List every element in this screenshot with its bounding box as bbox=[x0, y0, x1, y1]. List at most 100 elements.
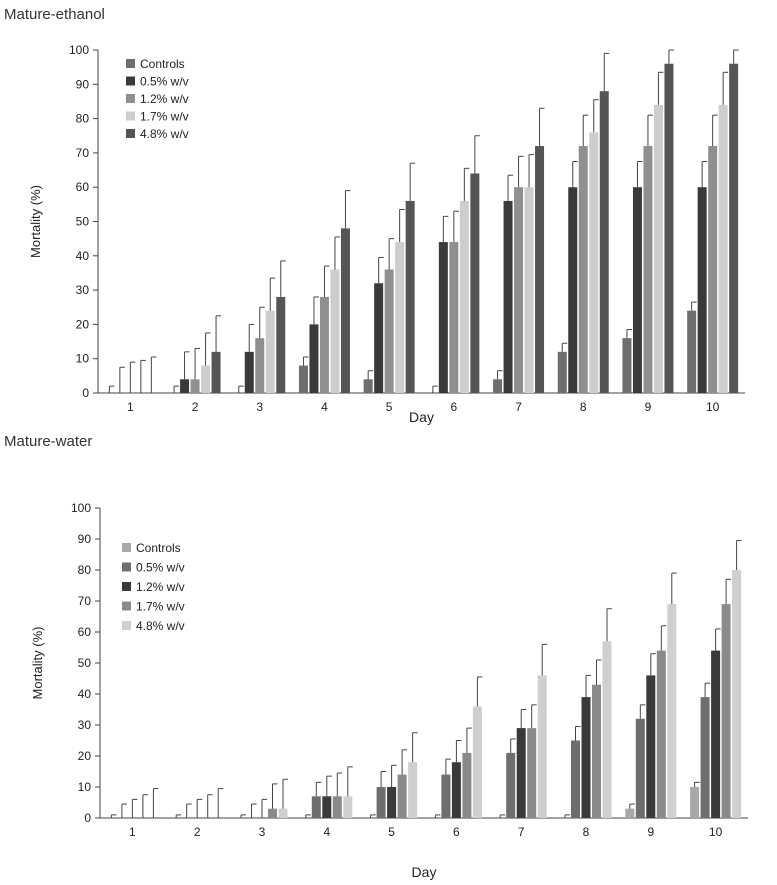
bar bbox=[535, 146, 545, 393]
legend-swatch bbox=[122, 543, 131, 552]
bar bbox=[255, 338, 265, 393]
x-tick-label: 6 bbox=[451, 400, 458, 414]
bar bbox=[599, 91, 609, 393]
y-tick-label: 20 bbox=[76, 317, 90, 331]
y-tick-label: 30 bbox=[76, 283, 90, 297]
y-tick-label: 50 bbox=[76, 215, 90, 229]
bar bbox=[622, 338, 632, 393]
bar bbox=[340, 228, 350, 393]
bar bbox=[278, 808, 288, 818]
bar bbox=[408, 762, 418, 818]
bar bbox=[711, 650, 721, 818]
y-tick-label: 80 bbox=[78, 563, 92, 577]
chart-title-water: Mature-water bbox=[4, 433, 93, 450]
y-tick-label: 30 bbox=[78, 718, 92, 732]
bar bbox=[438, 242, 448, 393]
bar bbox=[493, 379, 503, 393]
legend-label: 4.8% w/v bbox=[136, 619, 185, 633]
legend-swatch bbox=[126, 94, 135, 103]
y-tick-label: 10 bbox=[78, 780, 92, 794]
x-tick-label: 7 bbox=[515, 400, 522, 414]
bar bbox=[656, 650, 666, 818]
bar bbox=[718, 104, 728, 393]
bar bbox=[190, 379, 200, 393]
bar bbox=[503, 200, 513, 393]
legend-swatch bbox=[126, 129, 135, 138]
chart-title-ethanol: Mature-ethanol bbox=[4, 6, 105, 23]
bar bbox=[376, 787, 386, 818]
y-tick-label: 40 bbox=[78, 687, 92, 701]
bar bbox=[690, 787, 700, 818]
bar bbox=[568, 187, 578, 393]
legend-swatch bbox=[126, 111, 135, 121]
y-tick-label: 20 bbox=[78, 749, 92, 763]
legend-swatch bbox=[122, 562, 131, 572]
x-tick-label: 9 bbox=[647, 825, 654, 839]
bar bbox=[244, 351, 254, 393]
x-tick-label: 7 bbox=[518, 825, 525, 839]
x-tick-label: 10 bbox=[706, 400, 720, 414]
bar bbox=[472, 706, 482, 818]
legend-label: Controls bbox=[136, 541, 181, 555]
y-tick-label: 0 bbox=[84, 811, 91, 825]
x-tick-label: 5 bbox=[388, 825, 395, 839]
y-tick-label: 10 bbox=[76, 352, 90, 366]
bar bbox=[514, 187, 524, 393]
legend-label: Controls bbox=[140, 57, 185, 71]
x-tick-label: 10 bbox=[709, 825, 723, 839]
x-axis-label: Day bbox=[409, 409, 434, 425]
bar bbox=[635, 718, 645, 818]
bar bbox=[589, 132, 599, 393]
bar bbox=[387, 787, 397, 818]
bar bbox=[330, 269, 340, 393]
legend-label: 4.8% w/v bbox=[140, 127, 189, 141]
legend-label: 1.7% w/v bbox=[136, 600, 185, 614]
bar bbox=[384, 269, 394, 393]
legend-swatch bbox=[122, 601, 131, 611]
bar bbox=[537, 675, 547, 818]
bar bbox=[397, 774, 407, 818]
bar bbox=[524, 187, 534, 393]
bar bbox=[581, 697, 591, 818]
bar bbox=[571, 740, 580, 818]
x-tick-label: 8 bbox=[583, 825, 590, 839]
bar bbox=[602, 641, 612, 818]
y-tick-label: 80 bbox=[76, 112, 90, 126]
bar bbox=[470, 173, 480, 393]
x-tick-label: 3 bbox=[259, 825, 266, 839]
bar bbox=[516, 728, 526, 818]
bar bbox=[732, 570, 742, 818]
bar bbox=[527, 728, 537, 818]
bar bbox=[697, 187, 707, 393]
y-tick-label: 100 bbox=[71, 501, 91, 515]
bar bbox=[309, 324, 319, 393]
legend-label: 0.5% w/v bbox=[140, 75, 189, 89]
bar bbox=[395, 242, 405, 393]
legend-swatch bbox=[122, 621, 131, 630]
bar bbox=[664, 63, 674, 393]
y-tick-label: 90 bbox=[78, 532, 92, 546]
y-tick-label: 50 bbox=[78, 656, 92, 670]
bar bbox=[729, 63, 739, 393]
bar bbox=[332, 796, 342, 818]
bar bbox=[405, 200, 415, 393]
bar bbox=[451, 762, 461, 818]
bar bbox=[700, 697, 710, 818]
bar bbox=[265, 310, 275, 393]
bar bbox=[319, 296, 329, 393]
bar bbox=[276, 296, 286, 393]
x-tick-label: 1 bbox=[127, 400, 134, 414]
x-tick-label: 3 bbox=[256, 400, 263, 414]
x-tick-label: 1 bbox=[129, 825, 136, 839]
y-axis-label: Mortality (%) bbox=[28, 185, 43, 258]
bar bbox=[667, 604, 677, 818]
chart-mature-ethanol: 0 10 20 30 40 50 60 70 80 90 100 Mortality (%) Day 1 2… bbox=[28, 43, 745, 425]
bar bbox=[625, 808, 635, 818]
bar bbox=[441, 774, 451, 818]
bar bbox=[632, 187, 642, 393]
bar bbox=[298, 365, 308, 393]
x-tick-label: 8 bbox=[580, 400, 587, 414]
bar bbox=[322, 796, 332, 818]
legend-swatch bbox=[122, 582, 131, 591]
